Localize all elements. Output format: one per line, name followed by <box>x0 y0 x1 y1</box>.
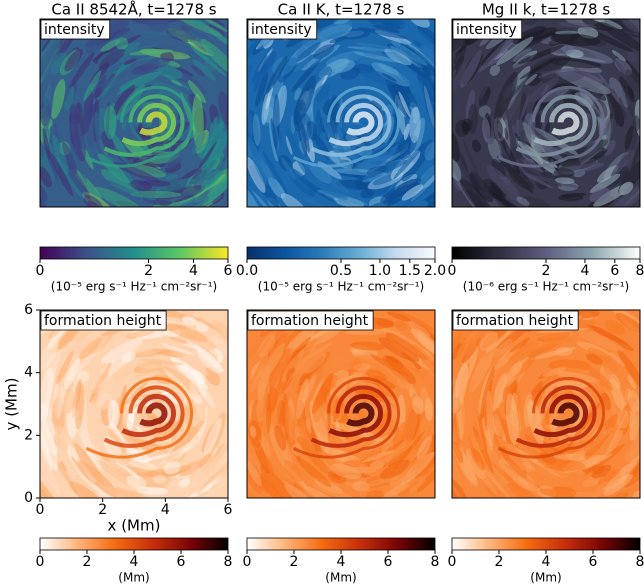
colorbar-tick-label: 6 <box>384 554 393 570</box>
y-tick-label: 2 <box>24 427 33 443</box>
texture <box>104 105 117 139</box>
colorbar-tick-label: 2.0 <box>424 263 446 279</box>
colorbar-tick-label: 0 <box>36 554 45 570</box>
colorbar-tick-label: 2 <box>290 554 299 570</box>
colorbar-tick-label: 8 <box>431 554 440 570</box>
y-axis-label: y (Mm) <box>3 378 21 431</box>
colorbar-label: (Mm) <box>530 571 561 585</box>
panel-title: Mg II k, t=1278 s <box>482 1 610 19</box>
colorbar-tick-label: 2 <box>542 263 551 279</box>
x-tick-label: 0 <box>36 502 45 518</box>
colorbar-tick-label: 8 <box>636 554 644 570</box>
colorbar-tick-label: 0 <box>36 263 45 279</box>
colorbar <box>40 247 228 259</box>
colorbar-tick-label: 6 <box>177 554 186 570</box>
colorbar-tick-label: 2 <box>144 263 153 279</box>
colorbar-tick-label: 6 <box>589 554 598 570</box>
x-tick-label: 2 <box>98 502 107 518</box>
x-tick-label: 6 <box>224 502 233 518</box>
y-tick-label: 0 <box>24 490 33 506</box>
x-axis-label: x (Mm) <box>108 517 161 535</box>
panel-label: formation height <box>44 313 162 329</box>
panel-label: intensity <box>251 22 312 38</box>
colorbar-tick-label: 1.0 <box>369 263 391 279</box>
colorbar-tick-label: 0 <box>448 554 457 570</box>
image-panel <box>231 9 452 222</box>
panel-title: Ca II 8542Å, t=1278 s <box>51 0 216 19</box>
colorbar-tick-label: 0.0 <box>236 263 258 279</box>
colorbar-tick-label: 1.5 <box>399 263 421 279</box>
colorbar <box>247 538 435 550</box>
colorbar-tick-label: 8 <box>636 263 644 279</box>
colorbar-tick-label: 2 <box>495 554 504 570</box>
colorbar-tick-label: 4 <box>189 263 198 279</box>
colorbar <box>40 538 228 550</box>
colorbar-label: (Mm) <box>325 571 356 585</box>
figure: Ca II 8542Å, t=1278 s intensity 0 2 4 6 (10⁻⁵ … <box>0 0 644 586</box>
colorbar-tick-label: 0.5 <box>330 263 352 279</box>
x-tick-label: 4 <box>161 502 170 518</box>
colorbar-tick-label: 0 <box>448 263 457 279</box>
texture <box>194 403 206 425</box>
colorbar <box>452 538 640 550</box>
colorbar-tick-label: 0 <box>243 554 252 570</box>
colorbar <box>247 247 435 259</box>
colorbar-tick-label: 4 <box>580 263 589 279</box>
colorbar-label: (10⁻⁵ erg s⁻¹ Hz⁻¹ cm⁻²sr⁻¹) <box>258 280 424 294</box>
panel-label: formation height <box>456 313 574 329</box>
colorbar-label: (10⁻⁵ erg s⁻¹ Hz⁻¹ cm⁻²sr⁻¹) <box>51 280 217 294</box>
panel-label: intensity <box>456 22 517 38</box>
y-tick-label: 4 <box>24 365 33 381</box>
colorbar-tick-label: 6 <box>610 263 619 279</box>
colorbar-tick-label: 4 <box>542 554 551 570</box>
colorbar-tick-label: 6 <box>224 263 233 279</box>
y-tick-label: 6 <box>24 302 33 318</box>
colorbar-tick-label: 4 <box>337 554 346 570</box>
colorbar-label: (10⁻⁶ erg s⁻¹ Hz⁻¹ cm⁻²sr⁻¹) <box>463 280 629 294</box>
colorbar-tick-label: 4 <box>130 554 139 570</box>
colorbar-label: (Mm) <box>118 571 149 585</box>
panel-label: intensity <box>44 22 105 38</box>
colorbar-tick-label: 2 <box>83 554 92 570</box>
colorbar-tick-label: 8 <box>224 554 233 570</box>
panel-label: formation height <box>251 313 369 329</box>
panel-title: Ca II K, t=1278 s <box>278 1 405 19</box>
colorbar <box>452 247 640 259</box>
